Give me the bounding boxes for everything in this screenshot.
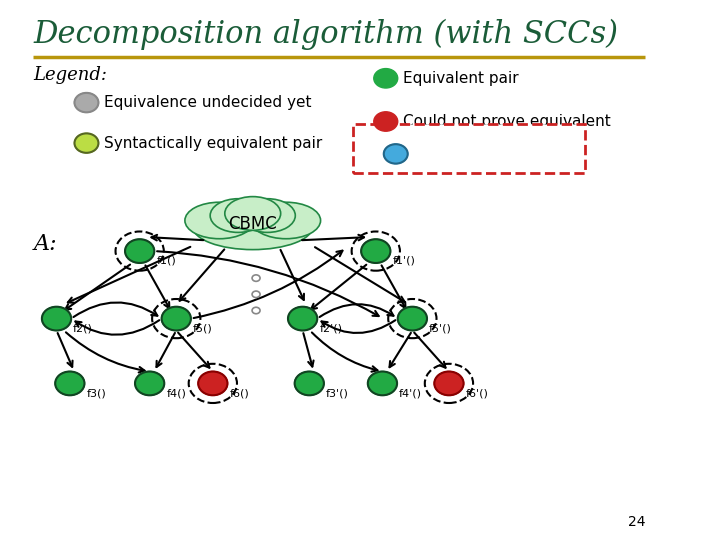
Ellipse shape xyxy=(185,202,254,239)
FancyArrowPatch shape xyxy=(66,332,145,373)
FancyArrowPatch shape xyxy=(281,250,304,300)
Text: f5(): f5() xyxy=(193,323,212,333)
Text: Equivalence undecided yet: Equivalence undecided yet xyxy=(104,95,311,110)
FancyArrowPatch shape xyxy=(157,251,379,316)
Text: f1'(): f1'() xyxy=(392,256,415,266)
Text: f3'(): f3'() xyxy=(326,388,348,398)
FancyArrowPatch shape xyxy=(76,320,159,335)
Text: Decomposition algorithm (with SCCs): Decomposition algorithm (with SCCs) xyxy=(33,19,618,50)
FancyArrowPatch shape xyxy=(315,247,405,302)
Ellipse shape xyxy=(193,204,312,249)
Circle shape xyxy=(361,239,390,263)
FancyArrowPatch shape xyxy=(312,333,377,372)
Ellipse shape xyxy=(225,197,281,230)
Text: 24: 24 xyxy=(628,515,645,529)
Circle shape xyxy=(434,372,464,395)
Circle shape xyxy=(74,133,99,153)
Text: Equivalent if MSCC: Equivalent if MSCC xyxy=(413,146,557,161)
Text: f3(): f3() xyxy=(86,388,107,398)
FancyArrowPatch shape xyxy=(320,304,394,317)
FancyArrowPatch shape xyxy=(414,333,446,368)
FancyArrowPatch shape xyxy=(65,265,130,310)
FancyBboxPatch shape xyxy=(353,124,585,173)
Circle shape xyxy=(374,69,397,88)
Text: CBMC: CBMC xyxy=(228,215,277,233)
FancyArrowPatch shape xyxy=(58,333,73,367)
Ellipse shape xyxy=(210,199,266,232)
Text: Could not prove equivalent: Could not prove equivalent xyxy=(403,114,611,129)
FancyArrowPatch shape xyxy=(302,235,364,240)
Circle shape xyxy=(135,372,164,395)
Text: f5'(): f5'() xyxy=(429,323,452,333)
Text: f4'(): f4'() xyxy=(399,388,422,398)
Circle shape xyxy=(74,93,99,112)
Text: Equivalent pair: Equivalent pair xyxy=(403,71,518,86)
FancyArrowPatch shape xyxy=(73,302,158,317)
FancyArrowPatch shape xyxy=(194,251,343,318)
FancyArrowPatch shape xyxy=(179,249,225,301)
Ellipse shape xyxy=(251,202,320,239)
FancyArrowPatch shape xyxy=(382,265,405,308)
FancyArrowPatch shape xyxy=(68,247,190,303)
FancyArrowPatch shape xyxy=(178,333,210,368)
Circle shape xyxy=(42,307,71,330)
Text: Syntactically equivalent pair: Syntactically equivalent pair xyxy=(104,136,322,151)
Text: Legend:: Legend: xyxy=(33,66,107,84)
Circle shape xyxy=(125,239,154,263)
Text: A:: A: xyxy=(33,233,57,255)
Text: f6'(): f6'() xyxy=(466,388,488,398)
Text: f4(): f4() xyxy=(166,388,186,398)
FancyArrowPatch shape xyxy=(156,333,175,367)
Circle shape xyxy=(161,307,191,330)
Circle shape xyxy=(294,372,324,395)
Circle shape xyxy=(384,144,408,164)
Ellipse shape xyxy=(240,199,295,232)
Circle shape xyxy=(374,112,397,131)
Circle shape xyxy=(368,372,397,395)
FancyArrowPatch shape xyxy=(303,333,314,367)
FancyArrowPatch shape xyxy=(145,265,169,308)
Text: f2'(): f2'() xyxy=(319,323,342,333)
Circle shape xyxy=(288,307,318,330)
Text: f2(): f2() xyxy=(73,323,93,333)
Circle shape xyxy=(55,372,84,395)
Circle shape xyxy=(198,372,228,395)
FancyArrowPatch shape xyxy=(151,235,204,240)
Circle shape xyxy=(397,307,427,330)
FancyArrowPatch shape xyxy=(390,333,411,367)
Text: f6(): f6() xyxy=(230,388,249,398)
Text: f1(): f1() xyxy=(156,256,176,266)
FancyArrowPatch shape xyxy=(311,265,366,309)
FancyArrowPatch shape xyxy=(322,320,395,333)
